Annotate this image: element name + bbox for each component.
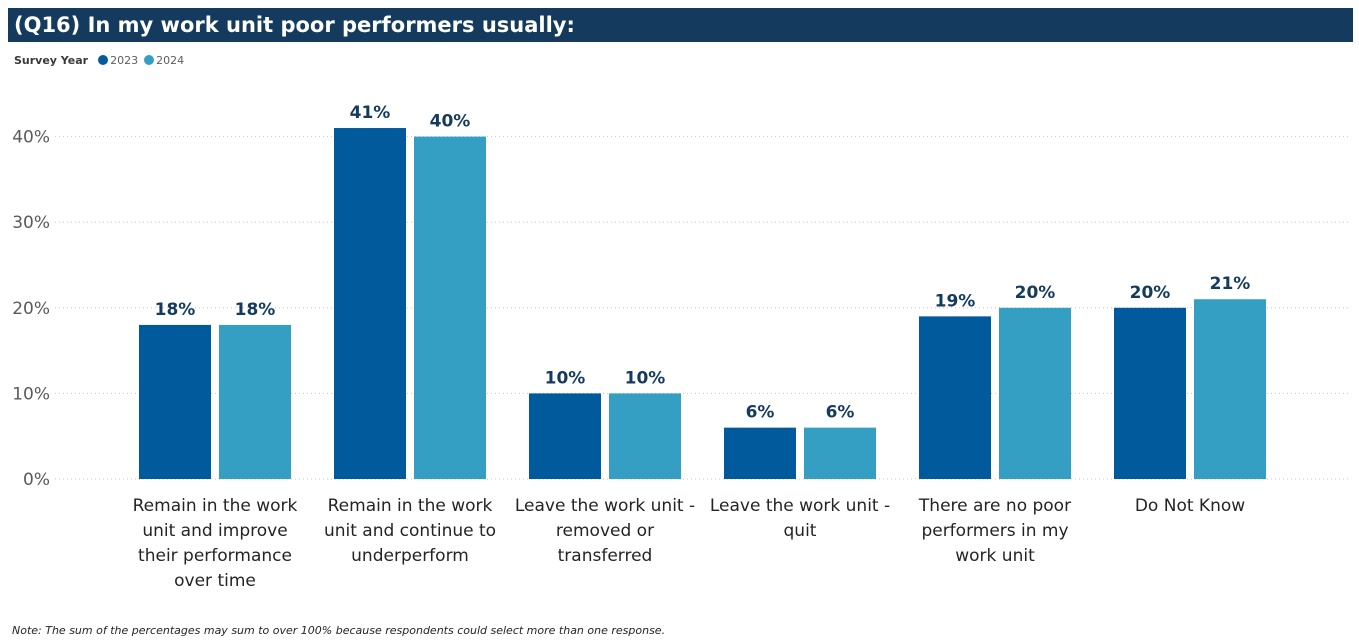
- bar-2024: [804, 427, 876, 479]
- bar-2024: [219, 324, 291, 479]
- footnote: Note: The sum of the percentages may sum…: [12, 624, 666, 637]
- category-label: Leave the work unit -removed or transferr…: [515, 496, 695, 566]
- y-tick-label: 0%: [23, 470, 50, 490]
- data-label: 20%: [1130, 283, 1171, 303]
- legend-marker-2024: [144, 55, 155, 65]
- legend-label-2023: 2023: [110, 53, 139, 67]
- bar-2024: [1194, 299, 1266, 479]
- data-label: 6%: [826, 403, 855, 423]
- bar-2023: [334, 128, 406, 479]
- legend: Survey Year 2023 2024: [14, 52, 190, 68]
- legend-item-2023[interactable]: 2023: [98, 54, 138, 67]
- data-label: 6%: [746, 403, 775, 423]
- category-label: Leave the work unit -quit: [710, 496, 890, 541]
- bar-2024: [999, 307, 1071, 479]
- data-label: 10%: [545, 368, 586, 388]
- y-tick-label: 20%: [12, 299, 50, 319]
- data-label: 20%: [1015, 283, 1056, 303]
- category-label: Remain in the work unit and continue to un…: [324, 496, 496, 566]
- bar-chart: 0% 10% 20% 30% 40% 18% 18% Remain in the work un…: [12, 103, 1350, 591]
- data-label: 19%: [935, 291, 976, 311]
- data-label: 41%: [350, 103, 391, 123]
- legend-label-2024: 2024: [156, 53, 185, 67]
- y-tick-label: 40%: [12, 128, 50, 148]
- bar-2023: [529, 393, 601, 479]
- bar-2023: [919, 316, 991, 479]
- category-label: Remain in the work unit and improve their …: [133, 496, 298, 591]
- bar-2023: [1114, 307, 1186, 479]
- bar-2023: [139, 324, 211, 479]
- legend-title: Survey Year: [14, 53, 89, 67]
- bar-2024: [609, 393, 681, 479]
- data-label: 21%: [1210, 274, 1251, 294]
- data-label: 18%: [235, 300, 276, 320]
- bar-2024: [414, 136, 486, 479]
- data-label: 40%: [430, 112, 471, 132]
- category-label: There are no poor performers in my work un…: [918, 496, 1071, 566]
- legend-marker-2023: [98, 55, 109, 65]
- chart-title: (Q16) In my work unit poor performers us…: [8, 8, 1353, 42]
- data-label: 18%: [155, 300, 196, 320]
- category-label: Do Not Know: [1135, 496, 1245, 516]
- legend-item-2024[interactable]: 2024: [144, 54, 184, 67]
- y-tick-label: 10%: [12, 384, 50, 404]
- data-label: 10%: [625, 368, 666, 388]
- bar-2023: [724, 427, 796, 479]
- y-tick-label: 30%: [12, 213, 50, 233]
